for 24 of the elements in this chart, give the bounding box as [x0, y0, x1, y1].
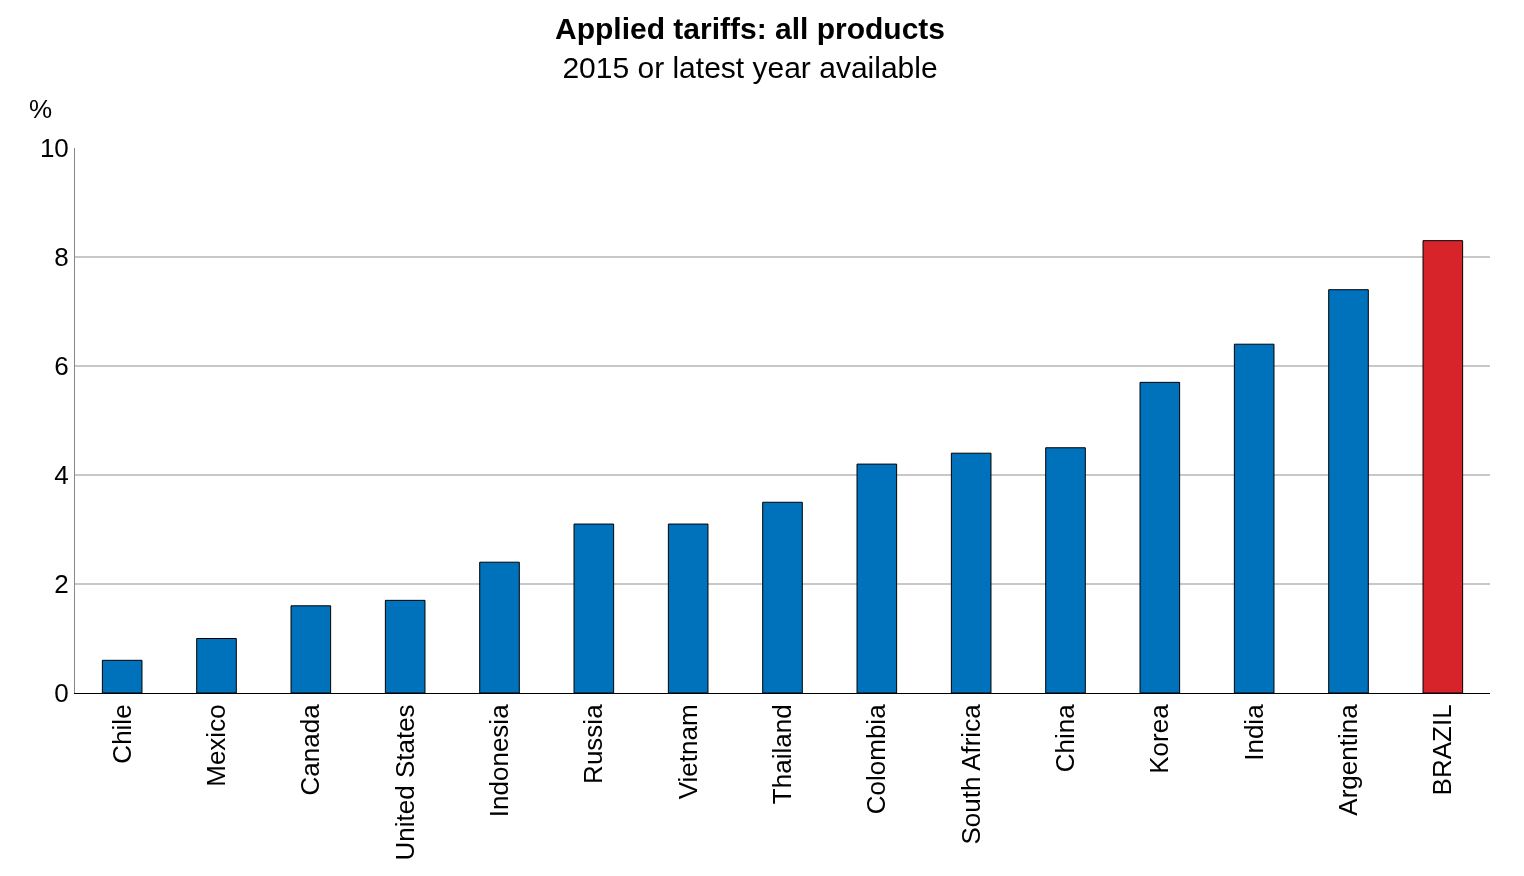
y-tick-label: 6: [54, 351, 69, 382]
y-axis-title: %: [29, 94, 53, 124]
x-tick-label: Russia: [578, 703, 609, 784]
x-tick-label: Colombia: [861, 703, 892, 815]
chart-title: Applied tariffs: all products: [554, 11, 946, 45]
x-tick-label: Chile: [106, 704, 137, 764]
x-tick-label: China: [1049, 703, 1080, 773]
x-tick-label: India: [1238, 703, 1269, 761]
y-tick-label: 4: [54, 460, 69, 491]
x-tick-label: Argentina: [1332, 703, 1363, 816]
x-tick-label: BRAZIL: [1427, 704, 1458, 796]
x-tick-label: United States: [389, 704, 420, 861]
x-tick-label: South Africa: [955, 703, 986, 845]
x-tick-label: Indonesia: [483, 703, 514, 818]
x-tick-label: Thailand: [766, 704, 797, 805]
y-tick-label: 10: [39, 133, 69, 164]
x-tick-label: Vietnam: [672, 704, 703, 800]
chart-subtitle: 2015 or latest year available: [562, 50, 938, 84]
x-tick-label: Korea: [1144, 703, 1175, 774]
y-tick-label: 0: [54, 678, 69, 709]
y-tick-label: 8: [54, 242, 69, 273]
y-tick-label: 2: [54, 569, 69, 600]
x-tick-label: Canada: [295, 703, 326, 796]
x-tick-label: Mexico: [200, 704, 231, 787]
